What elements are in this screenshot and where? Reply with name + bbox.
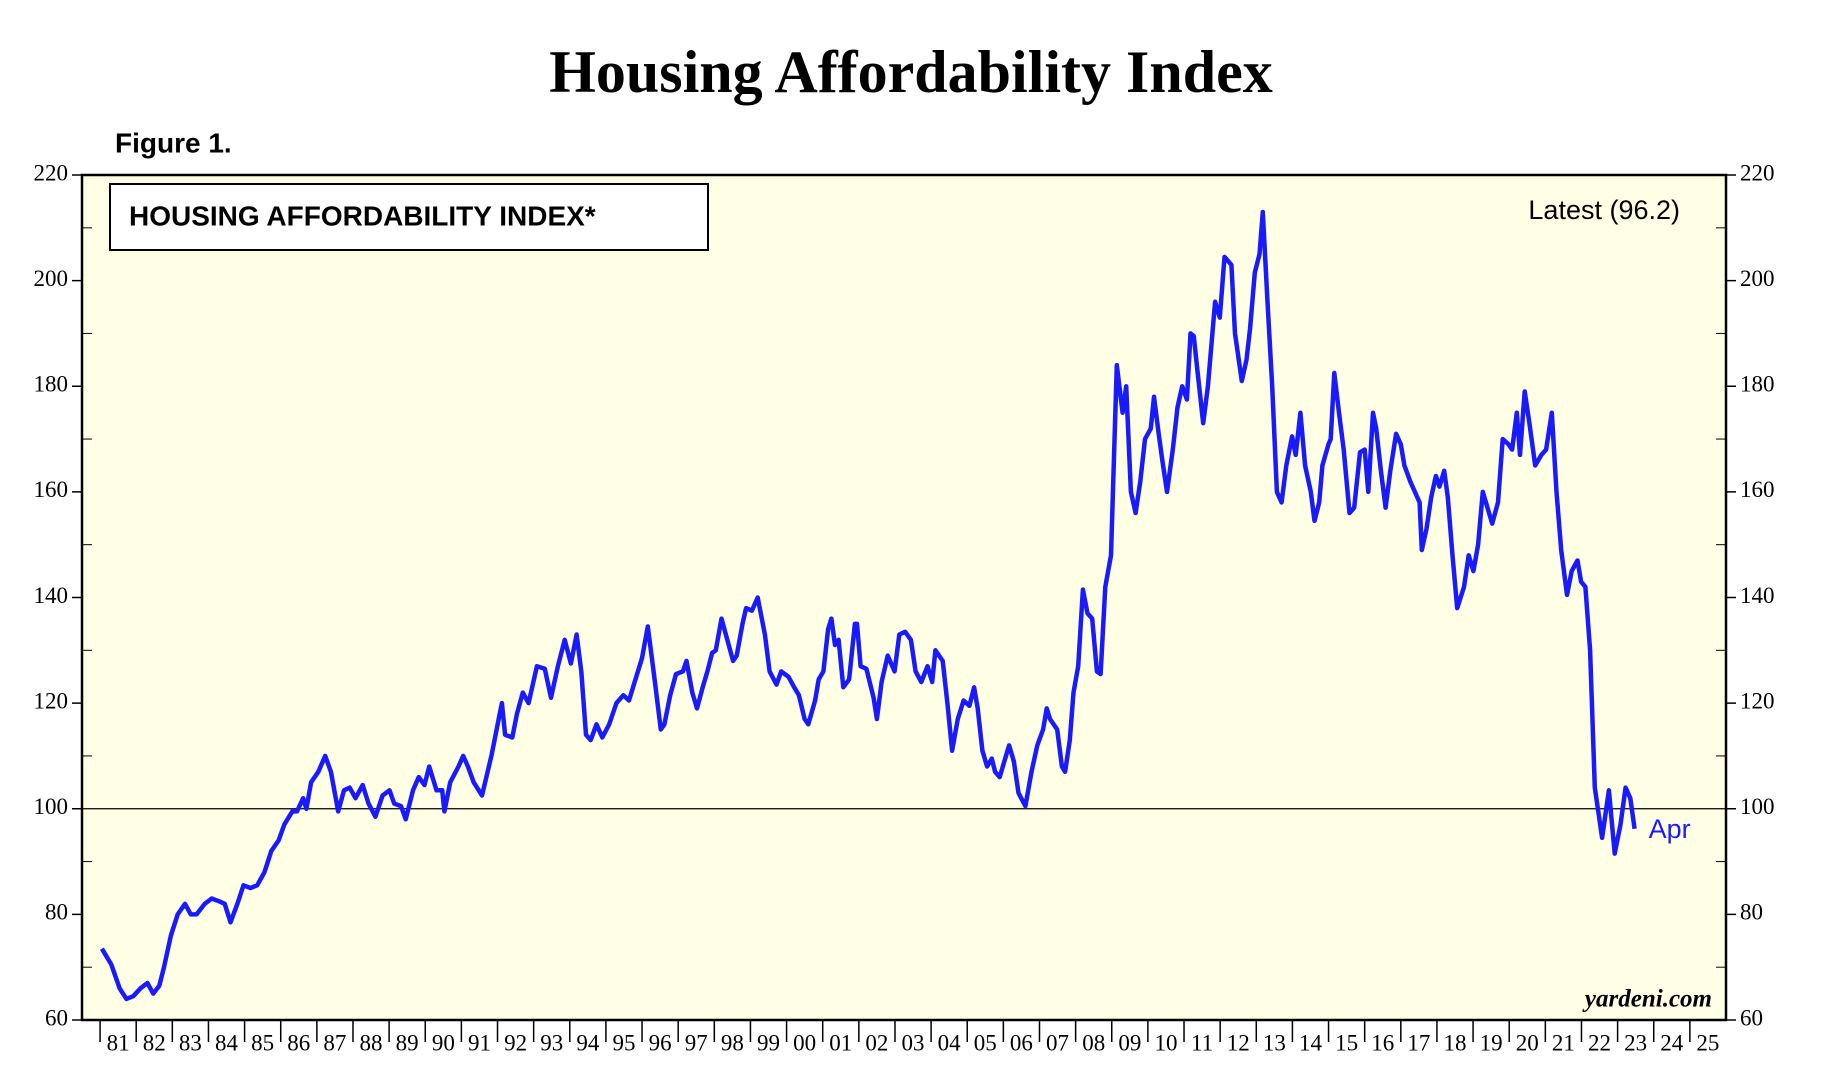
x-tick-label: 18 bbox=[1444, 1030, 1467, 1055]
y-tick-label: 120 bbox=[34, 688, 69, 713]
y2-tick-label: 160 bbox=[1740, 477, 1775, 502]
label-text: HOUSING AFFORDABILITY INDEX* bbox=[129, 200, 596, 231]
x-tick-label: 10 bbox=[1154, 1030, 1177, 1055]
x-tick-label: 93 bbox=[540, 1030, 563, 1055]
y-tick-label: 200 bbox=[34, 266, 69, 291]
label-box bbox=[109, 183, 709, 251]
x-tick-label: 86 bbox=[287, 1030, 310, 1055]
x-tick-label: 84 bbox=[215, 1030, 239, 1055]
x-tick-label: 11 bbox=[1191, 1030, 1213, 1055]
x-tick-label: 19 bbox=[1480, 1030, 1503, 1055]
x-tick-label: 23 bbox=[1624, 1030, 1647, 1055]
x-tick-label: 81 bbox=[107, 1030, 130, 1055]
x-tick-label: 16 bbox=[1371, 1030, 1394, 1055]
x-tick-label: 99 bbox=[757, 1030, 780, 1055]
x-tick-label: 02 bbox=[865, 1030, 888, 1055]
x-tick-label: 08 bbox=[1082, 1030, 1105, 1055]
x-tick-label: 88 bbox=[360, 1030, 383, 1055]
y-tick-label: 100 bbox=[34, 794, 69, 819]
end-label: Apr bbox=[1649, 814, 1691, 844]
x-tick-label: 14 bbox=[1299, 1030, 1323, 1055]
y-tick-label: 220 bbox=[34, 160, 69, 185]
data-line bbox=[99, 209, 1637, 1002]
x-tick-label: 07 bbox=[1046, 1030, 1069, 1055]
x-tick-label: 96 bbox=[649, 1030, 672, 1055]
y-tick-label: 80 bbox=[45, 900, 68, 925]
x-tick-label: 12 bbox=[1227, 1030, 1250, 1055]
y2-tick-label: 180 bbox=[1740, 372, 1775, 397]
x-tick-label: 20 bbox=[1516, 1030, 1539, 1055]
y2-tick-label: 60 bbox=[1740, 1005, 1763, 1030]
x-tick-label: 97 bbox=[685, 1030, 708, 1055]
chart-title: Housing Affordability Index bbox=[549, 39, 1273, 105]
plot-area bbox=[82, 175, 1726, 1020]
plot-border bbox=[80, 173, 1728, 1022]
x-tick-label: 13 bbox=[1263, 1030, 1286, 1055]
x-tick-label: 04 bbox=[938, 1030, 962, 1055]
x-tick-label: 92 bbox=[504, 1030, 527, 1055]
x-tick-label: 03 bbox=[902, 1030, 925, 1055]
x-tick-label: 22 bbox=[1588, 1030, 1611, 1055]
latest-label: Latest (96.2) bbox=[1528, 195, 1680, 225]
y2-tick-label: 120 bbox=[1740, 688, 1775, 713]
y2-tick-label: 200 bbox=[1740, 266, 1775, 291]
x-tick-label: 90 bbox=[432, 1030, 455, 1055]
x-tick-label: 21 bbox=[1552, 1030, 1575, 1055]
y-tick-label: 160 bbox=[34, 477, 69, 502]
x-tick-label: 00 bbox=[793, 1030, 816, 1055]
y-tick-label: 140 bbox=[34, 583, 69, 608]
x-tick-label: 98 bbox=[721, 1030, 744, 1055]
x-tick-label: 06 bbox=[1010, 1030, 1033, 1055]
x-tick-label: 91 bbox=[468, 1030, 491, 1055]
y2-tick-label: 80 bbox=[1740, 900, 1763, 925]
x-tick-label: 89 bbox=[396, 1030, 419, 1055]
x-tick-label: 05 bbox=[974, 1030, 997, 1055]
y2-tick-label: 100 bbox=[1740, 794, 1775, 819]
x-tick-label: 95 bbox=[612, 1030, 635, 1055]
x-tick-label: 87 bbox=[323, 1030, 346, 1055]
y2-tick-label: 220 bbox=[1740, 160, 1775, 185]
y-tick-label: 60 bbox=[45, 1005, 68, 1030]
x-tick-label: 24 bbox=[1660, 1030, 1684, 1055]
source-label: yardeni.com bbox=[1582, 986, 1712, 1013]
x-tick-label: 82 bbox=[143, 1030, 166, 1055]
x-tick-label: 09 bbox=[1118, 1030, 1141, 1055]
x-tick-label: 94 bbox=[576, 1030, 600, 1055]
y-tick-label: 180 bbox=[34, 372, 69, 397]
figure-label: Figure 1. bbox=[115, 127, 232, 158]
y2-tick-label: 140 bbox=[1740, 583, 1775, 608]
x-tick-label: 15 bbox=[1335, 1030, 1358, 1055]
x-tick-label: 17 bbox=[1407, 1030, 1430, 1055]
x-tick-label: 85 bbox=[251, 1030, 274, 1055]
x-tick-label: 01 bbox=[829, 1030, 852, 1055]
x-tick-label: 25 bbox=[1696, 1030, 1719, 1055]
x-tick-label: 83 bbox=[179, 1030, 202, 1055]
